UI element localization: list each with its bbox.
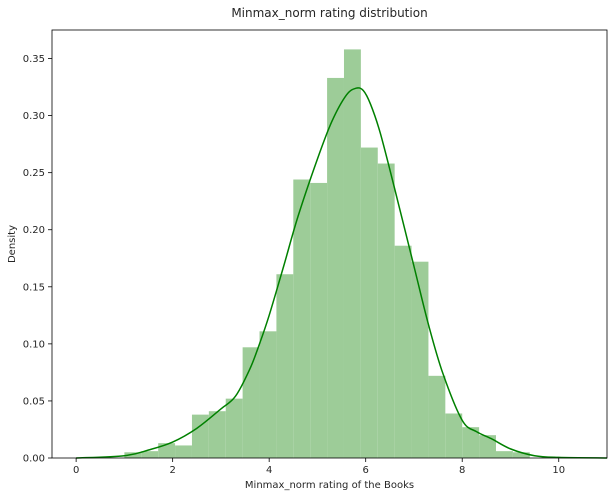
histogram-bar [191,414,209,458]
y-tick-label: 0.35 [23,54,45,65]
histogram-bar [175,445,192,458]
y-tick-label: 0.15 [23,282,45,293]
histogram-bar [496,451,513,458]
x-tick-label: 2 [169,465,175,476]
x-tick-label: 6 [363,465,369,476]
histogram-bar [428,375,446,458]
y-axis-label: Density [7,225,18,263]
y-tick-label: 0.25 [23,168,45,179]
histogram-bar [158,443,176,458]
kde-curve-group [76,87,608,459]
histogram-bar [377,163,395,458]
histogram-bar [141,451,159,458]
y-axis-ticks: 0.00 0.05 0.10 0.15 0.20 0.25 0.30 0.35 [23,54,52,465]
x-tick-label: 4 [266,465,272,476]
y-tick-label: 0.00 [23,454,45,465]
x-axis-label: Minmax_norm rating of the Books [245,480,414,491]
plot-frame [51,29,608,459]
kde-curve [76,87,608,459]
histogram-bar [479,435,496,458]
histogram-bar [242,347,260,458]
histogram-bar [360,147,378,459]
histogram-bar [512,452,530,458]
x-tick-label: 8 [459,465,465,476]
histogram-bar [462,427,480,458]
x-axis-ticks: 0 2 4 6 8 10 [73,458,565,476]
histogram-bar [327,77,344,458]
y-tick-label: 0.20 [23,225,45,236]
histogram-bar [310,182,328,458]
y-tick-label: 0.05 [23,396,45,407]
histogram-bar [293,179,311,459]
y-tick-label: 0.10 [23,339,45,350]
histogram-bar [259,331,277,458]
histogram-bars [124,49,530,459]
histogram-bar [343,49,361,458]
x-tick-label: 0 [73,465,79,476]
axes-frame [51,29,608,459]
histogram-bar [208,411,226,458]
chart-title: Minmax_norm rating distribution [231,6,427,20]
histogram-bar [445,413,463,458]
x-tick-label: 10 [552,465,565,476]
histogram-bar [394,245,412,458]
y-tick-label: 0.30 [23,111,45,122]
histogram-bar [225,398,243,458]
histogram-bar [276,274,294,458]
histogram-bar [124,452,142,458]
